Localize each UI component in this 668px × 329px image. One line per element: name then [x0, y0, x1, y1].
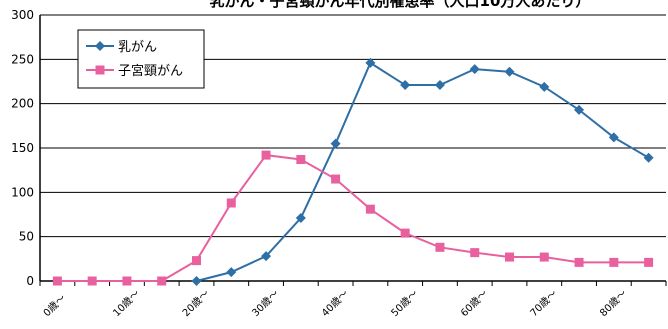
x-tick-label: 60歳～	[458, 287, 490, 319]
data-point-square	[505, 252, 514, 262]
data-point-diamond	[365, 57, 376, 68]
data-point-diamond	[504, 66, 515, 77]
data-point-square	[470, 248, 480, 258]
data-point-square	[261, 150, 271, 160]
legend-marker-square	[95, 65, 105, 75]
data-point-diamond	[434, 80, 445, 91]
data-point-square	[296, 155, 306, 165]
data-point-square	[157, 276, 167, 286]
legend-box	[77, 29, 205, 89]
x-tick-label: 0歳～	[41, 292, 68, 319]
y-tick-label: 50	[19, 230, 34, 244]
data-point-square	[52, 276, 62, 286]
data-point-diamond	[574, 104, 585, 115]
x-tick-label: 50歳～	[389, 287, 421, 319]
x-tick-label: 10歳～	[111, 287, 143, 319]
data-point-square	[400, 228, 410, 238]
data-point-square	[87, 276, 97, 286]
legend-label: 子宮頸がん	[118, 63, 183, 79]
series-layer	[52, 57, 654, 286]
x-tick-label: 20歳～	[180, 287, 212, 319]
y-tick-label: 250	[11, 52, 34, 66]
data-point-diamond	[400, 80, 411, 91]
data-point-square	[574, 257, 584, 267]
data-point-square	[192, 256, 201, 266]
data-point-diamond	[330, 138, 341, 149]
x-tick-label: 70歳～	[528, 287, 560, 319]
data-point-square	[122, 276, 132, 286]
data-point-square	[226, 198, 236, 208]
data-point-diamond	[226, 267, 237, 278]
y-tick-label: 100	[11, 185, 34, 199]
y-tick-label: 200	[11, 97, 34, 111]
data-point-square	[609, 257, 619, 267]
x-tick-label: 80歳～	[597, 287, 629, 319]
data-point-diamond	[261, 251, 272, 262]
data-point-square	[331, 174, 341, 184]
x-tick-label: 40歳～	[319, 287, 351, 319]
data-point-diamond	[539, 81, 550, 92]
data-point-square	[435, 242, 445, 252]
y-tick-label: 150	[11, 141, 34, 155]
data-point-square	[365, 204, 375, 214]
series-cervical-cancer	[52, 150, 654, 286]
data-point-diamond	[643, 152, 654, 163]
data-point-square	[539, 252, 549, 262]
y-tick-label: 0	[26, 274, 34, 288]
y-tick-label: 300	[11, 8, 34, 22]
data-point-diamond	[608, 132, 619, 143]
data-point-square	[644, 257, 654, 267]
series-line	[57, 154, 649, 282]
legend-marker-diamond	[95, 41, 105, 51]
x-tick-label: 30歳～	[250, 287, 282, 319]
data-point-diamond	[469, 64, 480, 75]
data-point-diamond	[191, 276, 202, 286]
series-line	[196, 61, 650, 282]
series-breast-cancer	[191, 57, 654, 286]
legend-label: 乳がん	[118, 40, 157, 55]
data-point-diamond	[295, 213, 306, 224]
chart-title: 乳がん・子宮頸がん年代別罹患率（人口10万人あたり）	[210, 0, 591, 10]
